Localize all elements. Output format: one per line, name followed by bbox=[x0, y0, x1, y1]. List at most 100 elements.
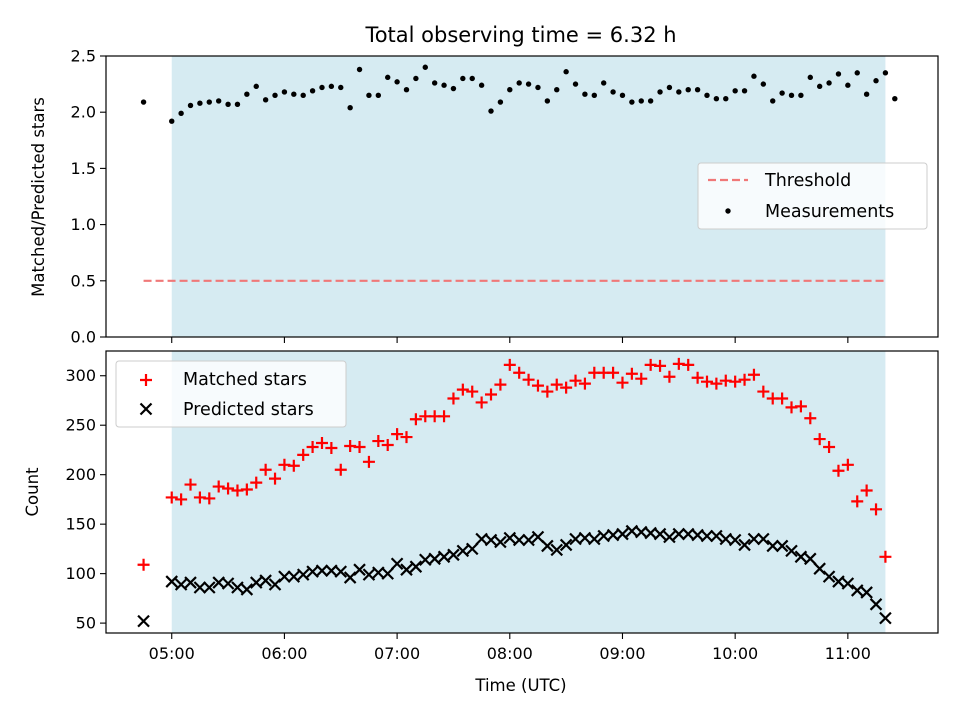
measurement-dot bbox=[676, 89, 682, 95]
measurement-dot bbox=[394, 79, 400, 85]
predicted-marker bbox=[249, 576, 263, 589]
matched-marker bbox=[541, 385, 554, 398]
predicted-marker bbox=[522, 533, 535, 547]
predicted-marker bbox=[653, 527, 667, 541]
top-series-layer bbox=[140, 64, 898, 282]
matched-marker bbox=[841, 458, 854, 471]
matched-marker bbox=[522, 373, 535, 386]
measurement-dot bbox=[413, 75, 419, 82]
predicted-marker bbox=[390, 557, 404, 571]
legend-box bbox=[115, 360, 347, 428]
y-tick-label: 250 bbox=[65, 416, 96, 435]
measurement-dot bbox=[713, 96, 720, 102]
matched-marker bbox=[794, 400, 807, 413]
measurement-dot bbox=[835, 71, 842, 77]
predicted-marker bbox=[184, 576, 197, 589]
predicted-marker bbox=[409, 560, 423, 573]
predicted-marker bbox=[588, 532, 601, 546]
measurement-dot bbox=[422, 64, 428, 70]
measurement-dot bbox=[845, 82, 851, 88]
matched-marker bbox=[616, 376, 629, 389]
predicted-marker bbox=[484, 533, 498, 547]
matched-marker bbox=[757, 385, 770, 398]
measurement-dot bbox=[535, 84, 541, 91]
matched-marker bbox=[466, 385, 479, 398]
matched-marker bbox=[607, 366, 620, 379]
matched-marker bbox=[729, 375, 742, 388]
matched-marker bbox=[409, 413, 422, 426]
measurement-dot bbox=[723, 96, 729, 102]
measurement-dot bbox=[319, 84, 325, 91]
predicted-marker bbox=[804, 552, 817, 566]
predicted-marker bbox=[512, 533, 526, 547]
predicted-marker bbox=[494, 535, 507, 549]
predicted-marker bbox=[287, 570, 301, 583]
chart-title: Total observing time = 6.32 h bbox=[364, 23, 676, 47]
matched-marker bbox=[475, 396, 488, 409]
measurement-dot bbox=[619, 92, 626, 99]
measurement-dot bbox=[253, 83, 259, 90]
measurement-dot bbox=[854, 70, 860, 76]
bottom-y-ticks: 50 100 150 200 250 300 bbox=[65, 366, 106, 633]
x-tick-label: 10:00 bbox=[712, 644, 758, 663]
measurement-dot bbox=[281, 89, 288, 95]
predicted-marker bbox=[616, 527, 629, 541]
predicted-marker bbox=[165, 575, 179, 588]
bottom-panel: 50 100 150 200 250 300 05:00 06:00 07:00 08:00 09… bbox=[23, 350, 939, 695]
measurement-dot bbox=[741, 88, 748, 94]
measurement-dot bbox=[751, 73, 757, 79]
matched-marker bbox=[738, 373, 751, 386]
matched-marker bbox=[325, 441, 338, 454]
measurement-dot bbox=[873, 78, 879, 84]
measurement-dot bbox=[460, 75, 466, 82]
matched-marker bbox=[691, 371, 704, 384]
predicted-marker bbox=[841, 577, 855, 590]
matched-marker bbox=[682, 358, 695, 371]
matched-marker bbox=[250, 476, 263, 489]
predicted-marker bbox=[794, 550, 808, 564]
measurement-dot bbox=[770, 98, 776, 104]
y-tick-label: 0.0 bbox=[71, 328, 96, 347]
bottom-legend: Matched stars Predicted stars bbox=[115, 360, 347, 428]
matched-marker bbox=[804, 412, 817, 425]
measurement-dot bbox=[469, 75, 475, 82]
predicted-marker bbox=[503, 531, 517, 545]
predicted-marker bbox=[550, 543, 564, 557]
matched-marker bbox=[137, 558, 150, 571]
top-y-axis-label: Matched/Predicted stars bbox=[29, 97, 48, 297]
bottom-series-layer bbox=[137, 357, 892, 628]
matched-marker bbox=[456, 383, 469, 396]
legend-predicted-label: Predicted stars bbox=[183, 400, 314, 420]
legend-measurement-label: Measurements bbox=[765, 202, 894, 222]
measurement-dot bbox=[403, 87, 410, 93]
y-tick-label: 200 bbox=[65, 465, 96, 484]
predicted-marker bbox=[672, 527, 686, 541]
matched-marker bbox=[297, 448, 310, 461]
measurement-dot bbox=[882, 70, 889, 76]
measurement-dot bbox=[197, 100, 203, 106]
measurement-dot bbox=[544, 98, 551, 104]
y-tick-label: 1.5 bbox=[71, 159, 96, 178]
matched-marker bbox=[372, 435, 385, 448]
bottom-axes-frame bbox=[105, 350, 939, 634]
measurement-dot bbox=[863, 91, 870, 97]
matched-marker bbox=[635, 372, 648, 385]
measurement-dot bbox=[516, 80, 522, 86]
measurement-dot bbox=[385, 74, 391, 81]
measurement-dot bbox=[178, 110, 184, 117]
matched-marker bbox=[569, 374, 582, 387]
matched-marker bbox=[625, 367, 638, 380]
matched-marker bbox=[269, 472, 282, 485]
predicted-marker bbox=[663, 530, 676, 544]
matched-marker bbox=[700, 375, 713, 388]
predicted-marker bbox=[738, 538, 751, 552]
top-axes-frame bbox=[105, 55, 939, 338]
matched-marker bbox=[531, 379, 544, 392]
matched-marker bbox=[747, 368, 760, 381]
measurement-dot bbox=[760, 81, 767, 87]
predicted-marker bbox=[465, 542, 479, 556]
matched-marker bbox=[578, 377, 591, 390]
matched-marker bbox=[259, 463, 272, 476]
predicted-marker bbox=[456, 544, 470, 558]
